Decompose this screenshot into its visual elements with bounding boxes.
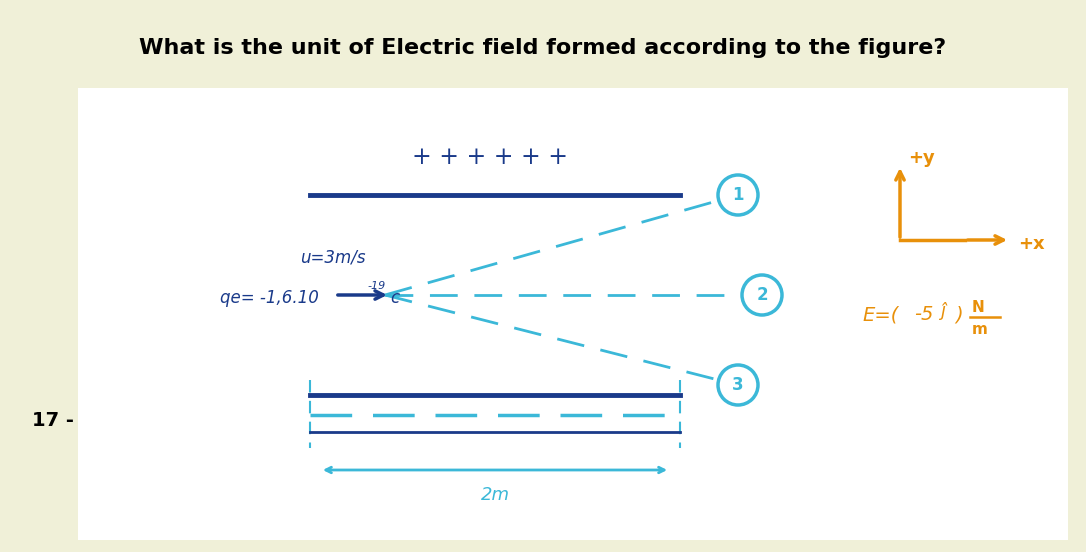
Text: 3: 3 <box>732 376 744 394</box>
Text: m: m <box>972 321 988 337</box>
Text: c: c <box>390 289 400 307</box>
Text: +y: +y <box>908 149 935 167</box>
Text: 2m: 2m <box>480 486 509 504</box>
Text: 2: 2 <box>756 286 768 304</box>
Text: + + + + + +: + + + + + + <box>412 146 568 169</box>
Text: 17 -: 17 - <box>31 411 74 429</box>
Text: E=(: E=( <box>862 305 898 325</box>
Text: -19: -19 <box>368 281 387 291</box>
FancyBboxPatch shape <box>78 88 1068 540</box>
Text: ĵ: ĵ <box>940 302 945 320</box>
Text: N: N <box>972 300 985 315</box>
Text: qe= -1,6.10: qe= -1,6.10 <box>220 289 319 307</box>
Text: 1: 1 <box>732 186 744 204</box>
Text: -5: -5 <box>914 305 933 325</box>
Text: What is the unit of Electric field formed according to the figure?: What is the unit of Electric field forme… <box>139 38 947 58</box>
Text: u=3m/s: u=3m/s <box>300 249 366 267</box>
Text: ): ) <box>955 305 962 325</box>
Text: +x: +x <box>1018 235 1045 253</box>
